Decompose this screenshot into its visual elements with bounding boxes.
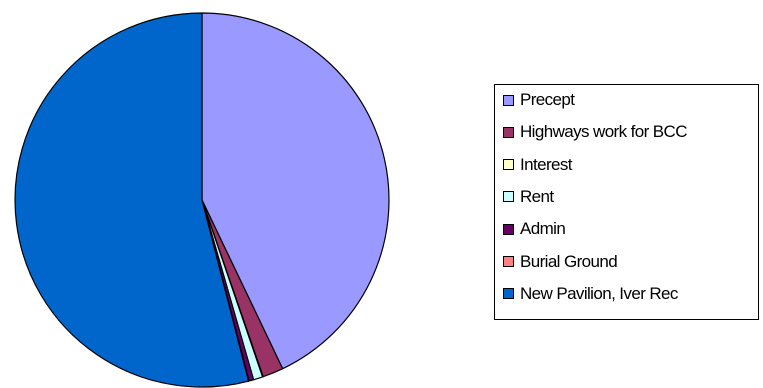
- legend-swatch: [503, 191, 514, 203]
- legend-swatch: [503, 94, 514, 106]
- legend-label: Burial Ground: [520, 251, 618, 271]
- legend-item: Admin: [503, 217, 566, 241]
- legend-label: Precept: [520, 90, 575, 109]
- pie-plot-area: [14, 12, 390, 388]
- legend-item: Burial Ground: [503, 250, 618, 274]
- chart-legend: Precept Highways work for BCC Interest Rent…: [494, 84, 759, 320]
- legend-swatch: [503, 223, 514, 235]
- legend-label: Highways work for BCC: [520, 122, 687, 142]
- legend-swatch: [503, 256, 514, 267]
- legend-item: Highways work for BCC: [503, 120, 687, 144]
- pie-slice-new-pavilion-iver-rec: [14, 12, 250, 388]
- legend-swatch: [503, 159, 514, 171]
- legend-label: Interest: [520, 154, 573, 174]
- legend-item: Rent: [503, 185, 554, 209]
- legend-label: Admin: [520, 219, 566, 239]
- legend-item: Interest: [503, 153, 573, 177]
- legend-label: New Pavilion, Iver Rec: [520, 283, 678, 303]
- legend-label: Rent: [520, 186, 554, 206]
- legend-swatch: [503, 288, 514, 300]
- legend-item: New Pavilion, Iver Rec: [503, 282, 678, 306]
- legend-item: Precept: [503, 88, 575, 112]
- pie-slice-precept: [201, 12, 390, 370]
- legend-swatch: [503, 126, 514, 138]
